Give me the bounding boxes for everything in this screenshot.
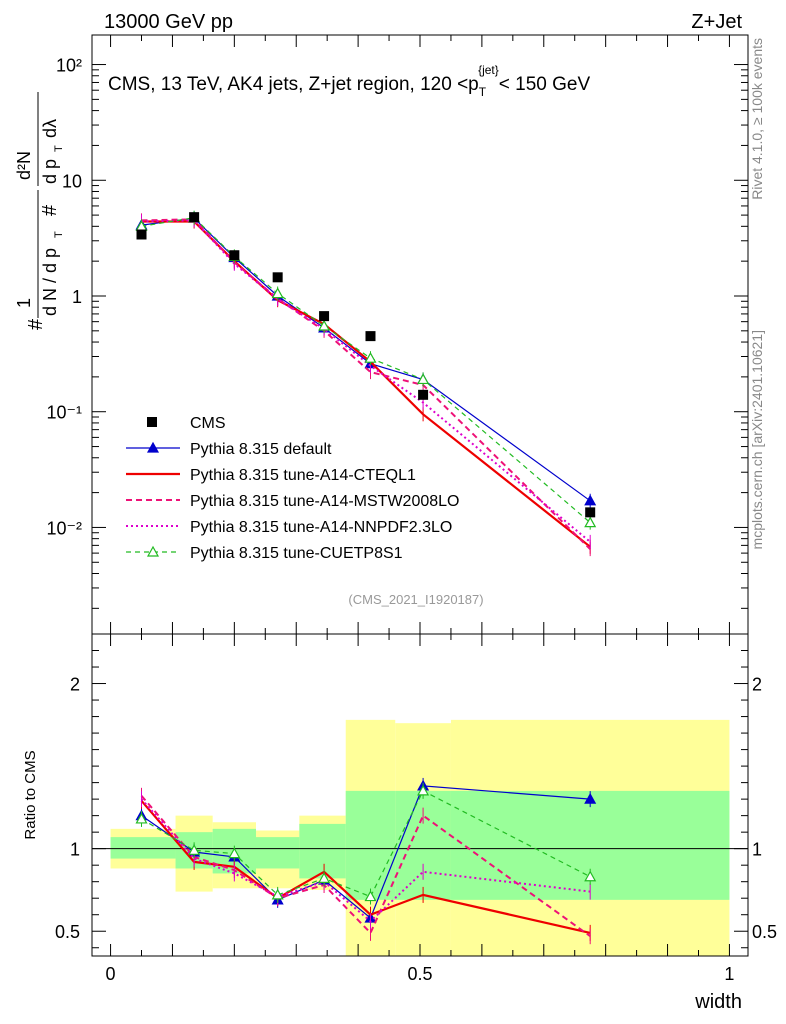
ratio-band-inner: [256, 837, 300, 869]
ratio-y-tick-label-right: 0.5: [752, 922, 777, 942]
data-point: [417, 373, 430, 385]
header-right: Z+Jet: [691, 11, 742, 33]
ratio-line-4: [140, 798, 591, 923]
ratio-band-inner: [395, 790, 451, 900]
series-line-2: [141, 220, 591, 548]
data-point: [584, 516, 597, 528]
header-left: 13000 GeV pp: [104, 11, 233, 33]
ratio-uncertainty-bands: [92, 719, 748, 956]
legend-marker: [146, 545, 160, 557]
legend-label: Pythia 8.315 tune-A14-CTEQL1: [190, 467, 416, 484]
ratio-y-tick-label: 2: [70, 675, 80, 695]
legend-label: Pythia 8.315 tune-CUETP8S1: [190, 545, 403, 562]
series-line-1: [141, 217, 591, 502]
legend-item: CMS: [147, 415, 226, 432]
svg-text:#: #: [25, 318, 47, 330]
cms-data-point: [272, 272, 283, 283]
ratio-band-inner: [345, 790, 396, 900]
ratio-point: [135, 812, 148, 824]
cms-data-point: [229, 250, 240, 261]
y-tick-label: 10⁻¹: [46, 403, 82, 423]
title-superscript: {jet}: [478, 63, 499, 77]
cms-data-point: [136, 229, 147, 240]
cms-data-point: [418, 389, 429, 400]
x-tick-label: 0.5: [407, 964, 432, 984]
svg-text:d²N: d²N: [14, 151, 34, 180]
axis-ticks: 0 0.5 1 10⁻² 10⁻¹ 1 10 10² 0.5 0.5 1 1 2 2: [46, 35, 777, 984]
svg-text:dλ: dλ: [40, 119, 60, 138]
svg-text:d p: d p: [40, 159, 60, 184]
data-point: [271, 287, 284, 299]
title-end: < 150 GeV: [499, 74, 591, 95]
legend: CMS Pythia 8.315 default Pythia 8.315 tune…: [126, 415, 459, 562]
cms-data-point: [189, 212, 200, 223]
legend-label: Pythia 8.315 tune-A14-MSTW2008LO: [190, 493, 459, 510]
ratio-point: [228, 847, 241, 859]
ratio-point: [364, 890, 377, 902]
svg-text:T: T: [53, 145, 65, 152]
legend-item: Pythia 8.315 tune-A14-NNPDF2.3LO: [126, 519, 452, 536]
legend-item: Pythia 8.315 default: [126, 441, 332, 458]
legend-item: Pythia 8.315 tune-A14-MSTW2008LO: [126, 493, 459, 510]
y-tick-label: 1: [72, 287, 82, 307]
panel-title: CMS, 13 TeV, AK4 jets, Z+jet region, 120…: [108, 63, 590, 99]
ratio-y-tick-label: 1: [70, 840, 80, 860]
side-label-version: Rivet 4.1.0, ≥ 100k events: [749, 38, 765, 200]
svg-text:#: #: [39, 204, 61, 216]
title-subscript: T: [479, 85, 487, 99]
ratio-ylabel: Ratio to CMS: [22, 750, 39, 839]
title-main: CMS, 13 TeV, AK4 jets, Z+jet region, 120…: [108, 74, 479, 95]
x-tick-label: 1: [724, 964, 734, 984]
ratio-band-inner: [299, 823, 346, 879]
ratio-point: [188, 844, 201, 855]
data-point: [584, 494, 597, 506]
legend-label: CMS: [190, 415, 226, 432]
ratio-point: [584, 870, 597, 882]
legend-marker: [147, 417, 157, 427]
data-point: [364, 351, 377, 363]
y-tick-label: 10: [62, 171, 82, 191]
series-lines: [135, 210, 597, 945]
ratio-line-2: [140, 800, 591, 934]
side-label-source: mcplots.cern.ch [arXiv:2401.10621]: [749, 330, 765, 549]
svg-text:T: T: [53, 231, 65, 238]
svg-text:1: 1: [14, 298, 34, 308]
analysis-id: (CMS_2021_I1920187): [348, 592, 483, 607]
ratio-y-tick-label: 0.5: [55, 922, 80, 942]
series-line-5: [141, 217, 591, 524]
legend-item: Pythia 8.315 tune-CUETP8S1: [126, 545, 403, 562]
legend-label: Pythia 8.315 default: [190, 441, 332, 458]
ratio-y-tick-label-right: 1: [752, 840, 762, 860]
series-line-4: [141, 219, 591, 543]
ratio-point: [584, 792, 597, 804]
svg-text:d N / d p: d N / d p: [40, 248, 60, 316]
top-ylabel: # 1 d N / d p T # d²N d p T dλ: [14, 92, 65, 330]
legend-marker: [146, 441, 160, 453]
ratio-point: [318, 872, 331, 883]
y-tick-label: 10⁻²: [46, 518, 82, 538]
ratio-line-5: [141, 790, 591, 898]
x-axis-label: width: [694, 991, 742, 1013]
ratio-y-tick-label-right: 2: [752, 675, 762, 695]
ratio-point: [417, 784, 430, 796]
cms-data-point: [585, 507, 596, 518]
cms-data-point: [319, 311, 330, 322]
y-tick-label: 10²: [56, 56, 82, 76]
ratio-band-inner: [110, 837, 176, 859]
data-point: [318, 319, 331, 331]
x-tick-label: 0: [106, 964, 116, 984]
ratio-point: [271, 888, 284, 900]
legend-label: Pythia 8.315 tune-A14-NNPDF2.3LO: [190, 519, 452, 536]
legend-item: Pythia 8.315 tune-A14-CTEQL1: [126, 467, 416, 484]
cms-data-point: [365, 331, 376, 342]
